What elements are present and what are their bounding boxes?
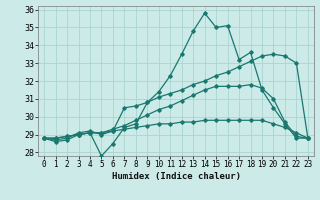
X-axis label: Humidex (Indice chaleur): Humidex (Indice chaleur) (111, 172, 241, 181)
